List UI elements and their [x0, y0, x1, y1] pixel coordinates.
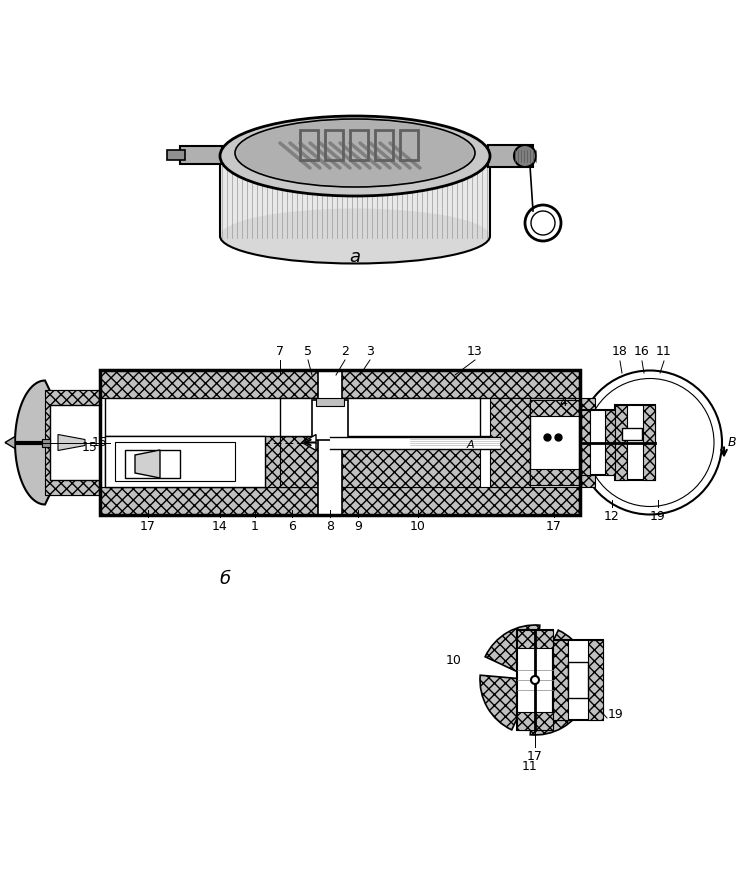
Bar — [105, 436, 315, 487]
Text: 5: 5 — [304, 345, 312, 358]
Bar — [300, 130, 318, 160]
Text: 14: 14 — [212, 520, 228, 533]
Wedge shape — [485, 625, 540, 680]
Text: 17: 17 — [546, 520, 562, 533]
Bar — [622, 427, 642, 440]
Text: 13: 13 — [467, 345, 483, 358]
Bar — [42, 439, 50, 447]
Text: 4: 4 — [559, 396, 567, 408]
Bar — [580, 410, 615, 475]
Bar — [517, 630, 553, 648]
Wedge shape — [530, 680, 585, 735]
Bar — [605, 410, 615, 475]
Bar — [580, 398, 595, 487]
Bar — [167, 150, 185, 160]
Text: 12: 12 — [604, 510, 619, 523]
Text: 15: 15 — [82, 441, 98, 454]
Bar — [400, 130, 418, 160]
Text: 3: 3 — [366, 345, 374, 358]
Bar — [375, 130, 393, 160]
Bar — [530, 469, 580, 485]
Bar — [643, 405, 655, 480]
Bar — [100, 370, 580, 515]
Bar — [350, 130, 368, 160]
Bar — [517, 630, 553, 730]
Text: 11: 11 — [522, 760, 538, 773]
Text: 17: 17 — [140, 520, 156, 533]
Text: 16: 16 — [634, 345, 650, 358]
Text: 8: 8 — [326, 520, 334, 533]
Bar — [105, 398, 575, 436]
Bar — [568, 662, 588, 698]
Bar — [100, 370, 580, 398]
Polygon shape — [5, 436, 15, 448]
Bar — [318, 370, 342, 515]
Bar — [316, 398, 344, 406]
Text: B: B — [728, 436, 736, 449]
Text: 7: 7 — [276, 345, 284, 358]
Bar — [312, 400, 348, 440]
Text: б: б — [220, 570, 230, 588]
Bar — [580, 410, 590, 475]
Bar — [105, 436, 265, 487]
Bar — [50, 405, 100, 480]
Polygon shape — [302, 434, 316, 450]
Bar — [530, 400, 580, 485]
Bar — [615, 405, 655, 480]
Bar — [530, 400, 580, 416]
Bar — [553, 640, 568, 720]
Bar — [588, 640, 603, 720]
Polygon shape — [58, 434, 85, 450]
Text: A: A — [466, 440, 474, 449]
Bar — [45, 390, 100, 495]
Wedge shape — [535, 630, 590, 685]
Polygon shape — [135, 450, 160, 478]
Polygon shape — [15, 380, 100, 504]
Circle shape — [531, 676, 539, 684]
Bar — [517, 712, 553, 730]
Bar — [280, 398, 480, 436]
Bar — [180, 146, 222, 164]
Bar — [490, 398, 530, 487]
Bar — [125, 450, 180, 478]
Bar — [115, 442, 235, 481]
Bar — [280, 436, 480, 487]
Text: 11: 11 — [656, 345, 672, 358]
Wedge shape — [480, 676, 535, 730]
Text: 9: 9 — [354, 520, 362, 533]
Text: 18: 18 — [612, 345, 628, 358]
Text: 19: 19 — [650, 510, 666, 523]
Text: a: a — [350, 248, 361, 266]
Bar — [553, 640, 603, 720]
Ellipse shape — [235, 119, 475, 187]
Text: 1: 1 — [251, 520, 259, 533]
Text: 15: 15 — [92, 436, 108, 449]
Bar — [45, 390, 100, 495]
Text: 2: 2 — [341, 345, 349, 358]
Bar — [220, 156, 490, 241]
Text: 10: 10 — [410, 520, 426, 533]
Text: 17: 17 — [527, 750, 543, 763]
Text: 10: 10 — [446, 654, 462, 667]
Bar — [105, 436, 265, 487]
Bar — [330, 436, 500, 448]
Ellipse shape — [220, 116, 490, 196]
Bar — [325, 130, 343, 160]
Text: 19: 19 — [608, 709, 624, 722]
Ellipse shape — [514, 145, 536, 167]
Bar — [488, 145, 533, 167]
Bar — [100, 487, 580, 515]
Text: 6: 6 — [288, 520, 296, 533]
Bar — [615, 405, 627, 480]
Ellipse shape — [220, 209, 490, 263]
Ellipse shape — [238, 121, 472, 185]
